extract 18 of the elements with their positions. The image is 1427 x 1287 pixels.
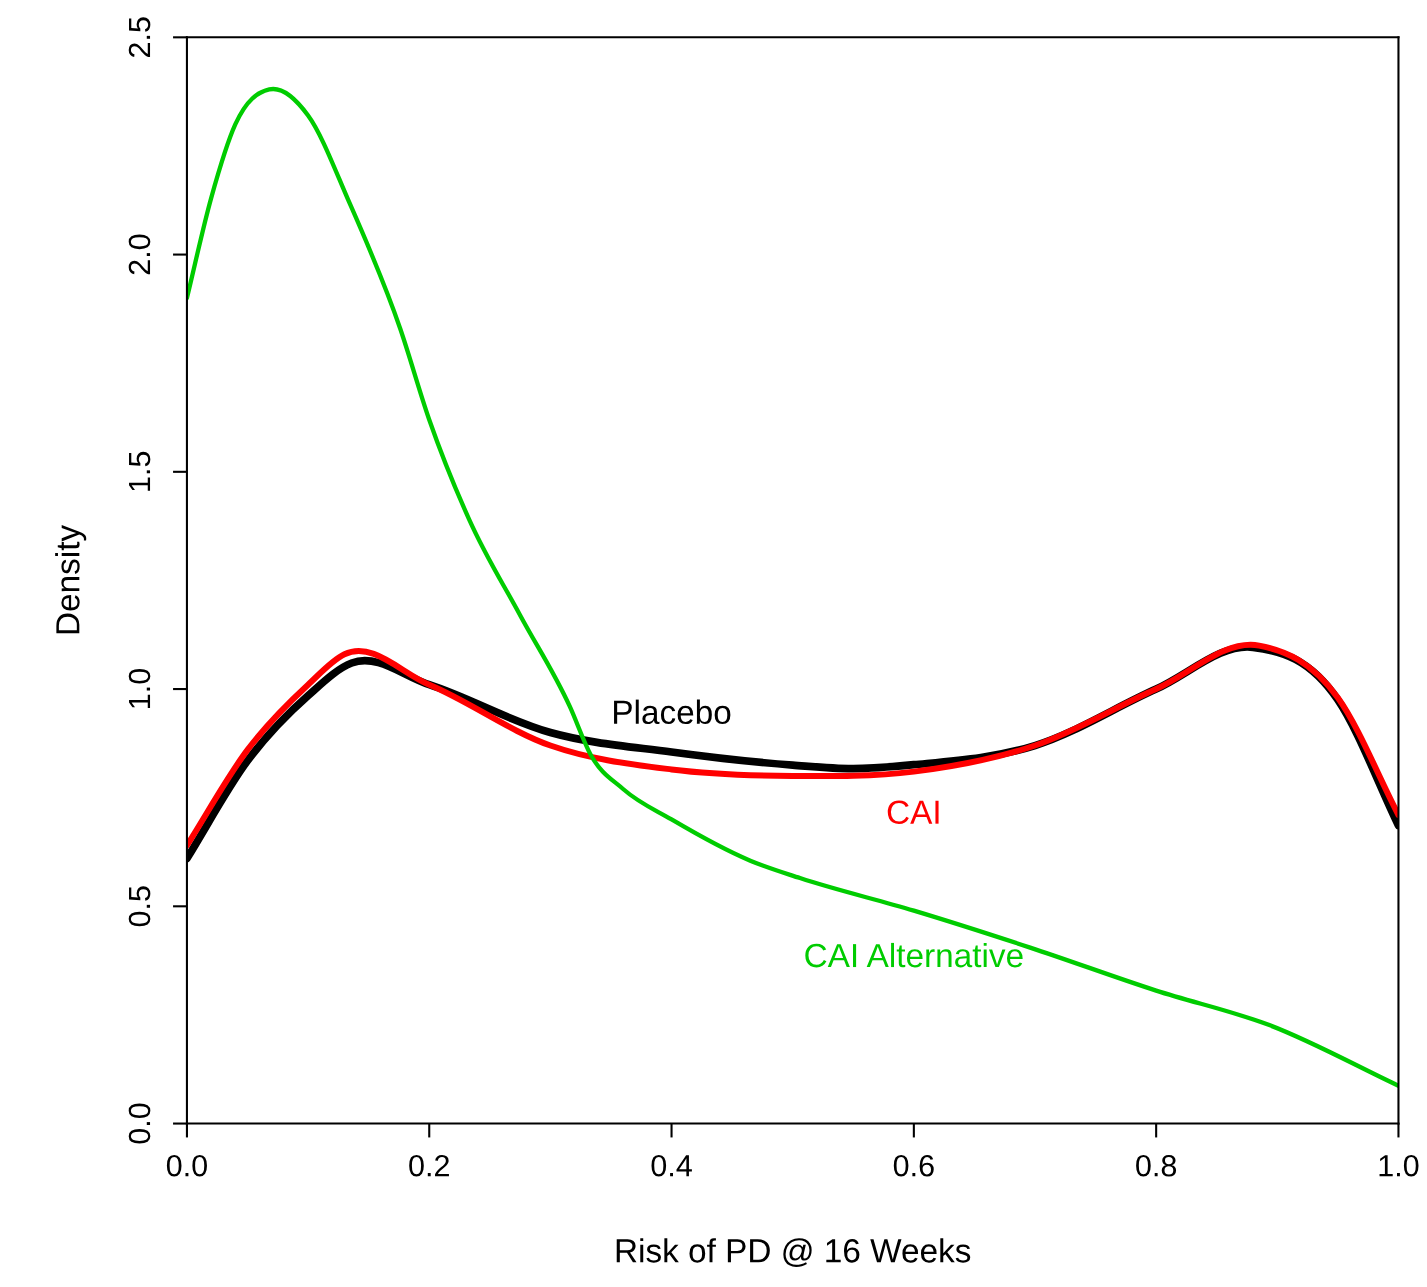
x-tick-label: 1.0 [1379, 1154, 1419, 1177]
y-tick-label: 0.0 [128, 1103, 151, 1144]
line-series [186, 86, 1399, 1088]
series-label: Placebo [614, 699, 731, 725]
x-tick-label: 0.4 [651, 1154, 692, 1177]
y-tick-label: 1.0 [128, 669, 151, 708]
y-tick-label: 0.5 [128, 886, 151, 927]
x-axis-title: Risk of PD @ 16 Weeks [616, 1238, 971, 1267]
y-tick-label: 2.5 [128, 17, 151, 58]
y-tick-label: 1.5 [129, 451, 151, 491]
x-tick-label: 0.0 [166, 1154, 207, 1177]
series-label: CAI Alternative [805, 942, 1023, 968]
x-tick-label: 0.8 [1136, 1154, 1177, 1177]
y-tick-label: 2.0 [128, 234, 151, 275]
y-axis-title: Density [55, 524, 87, 634]
x-tick-label: 0.2 [409, 1154, 449, 1177]
x-tick-label: 0.6 [893, 1154, 934, 1177]
series-label: CAI [887, 800, 939, 825]
